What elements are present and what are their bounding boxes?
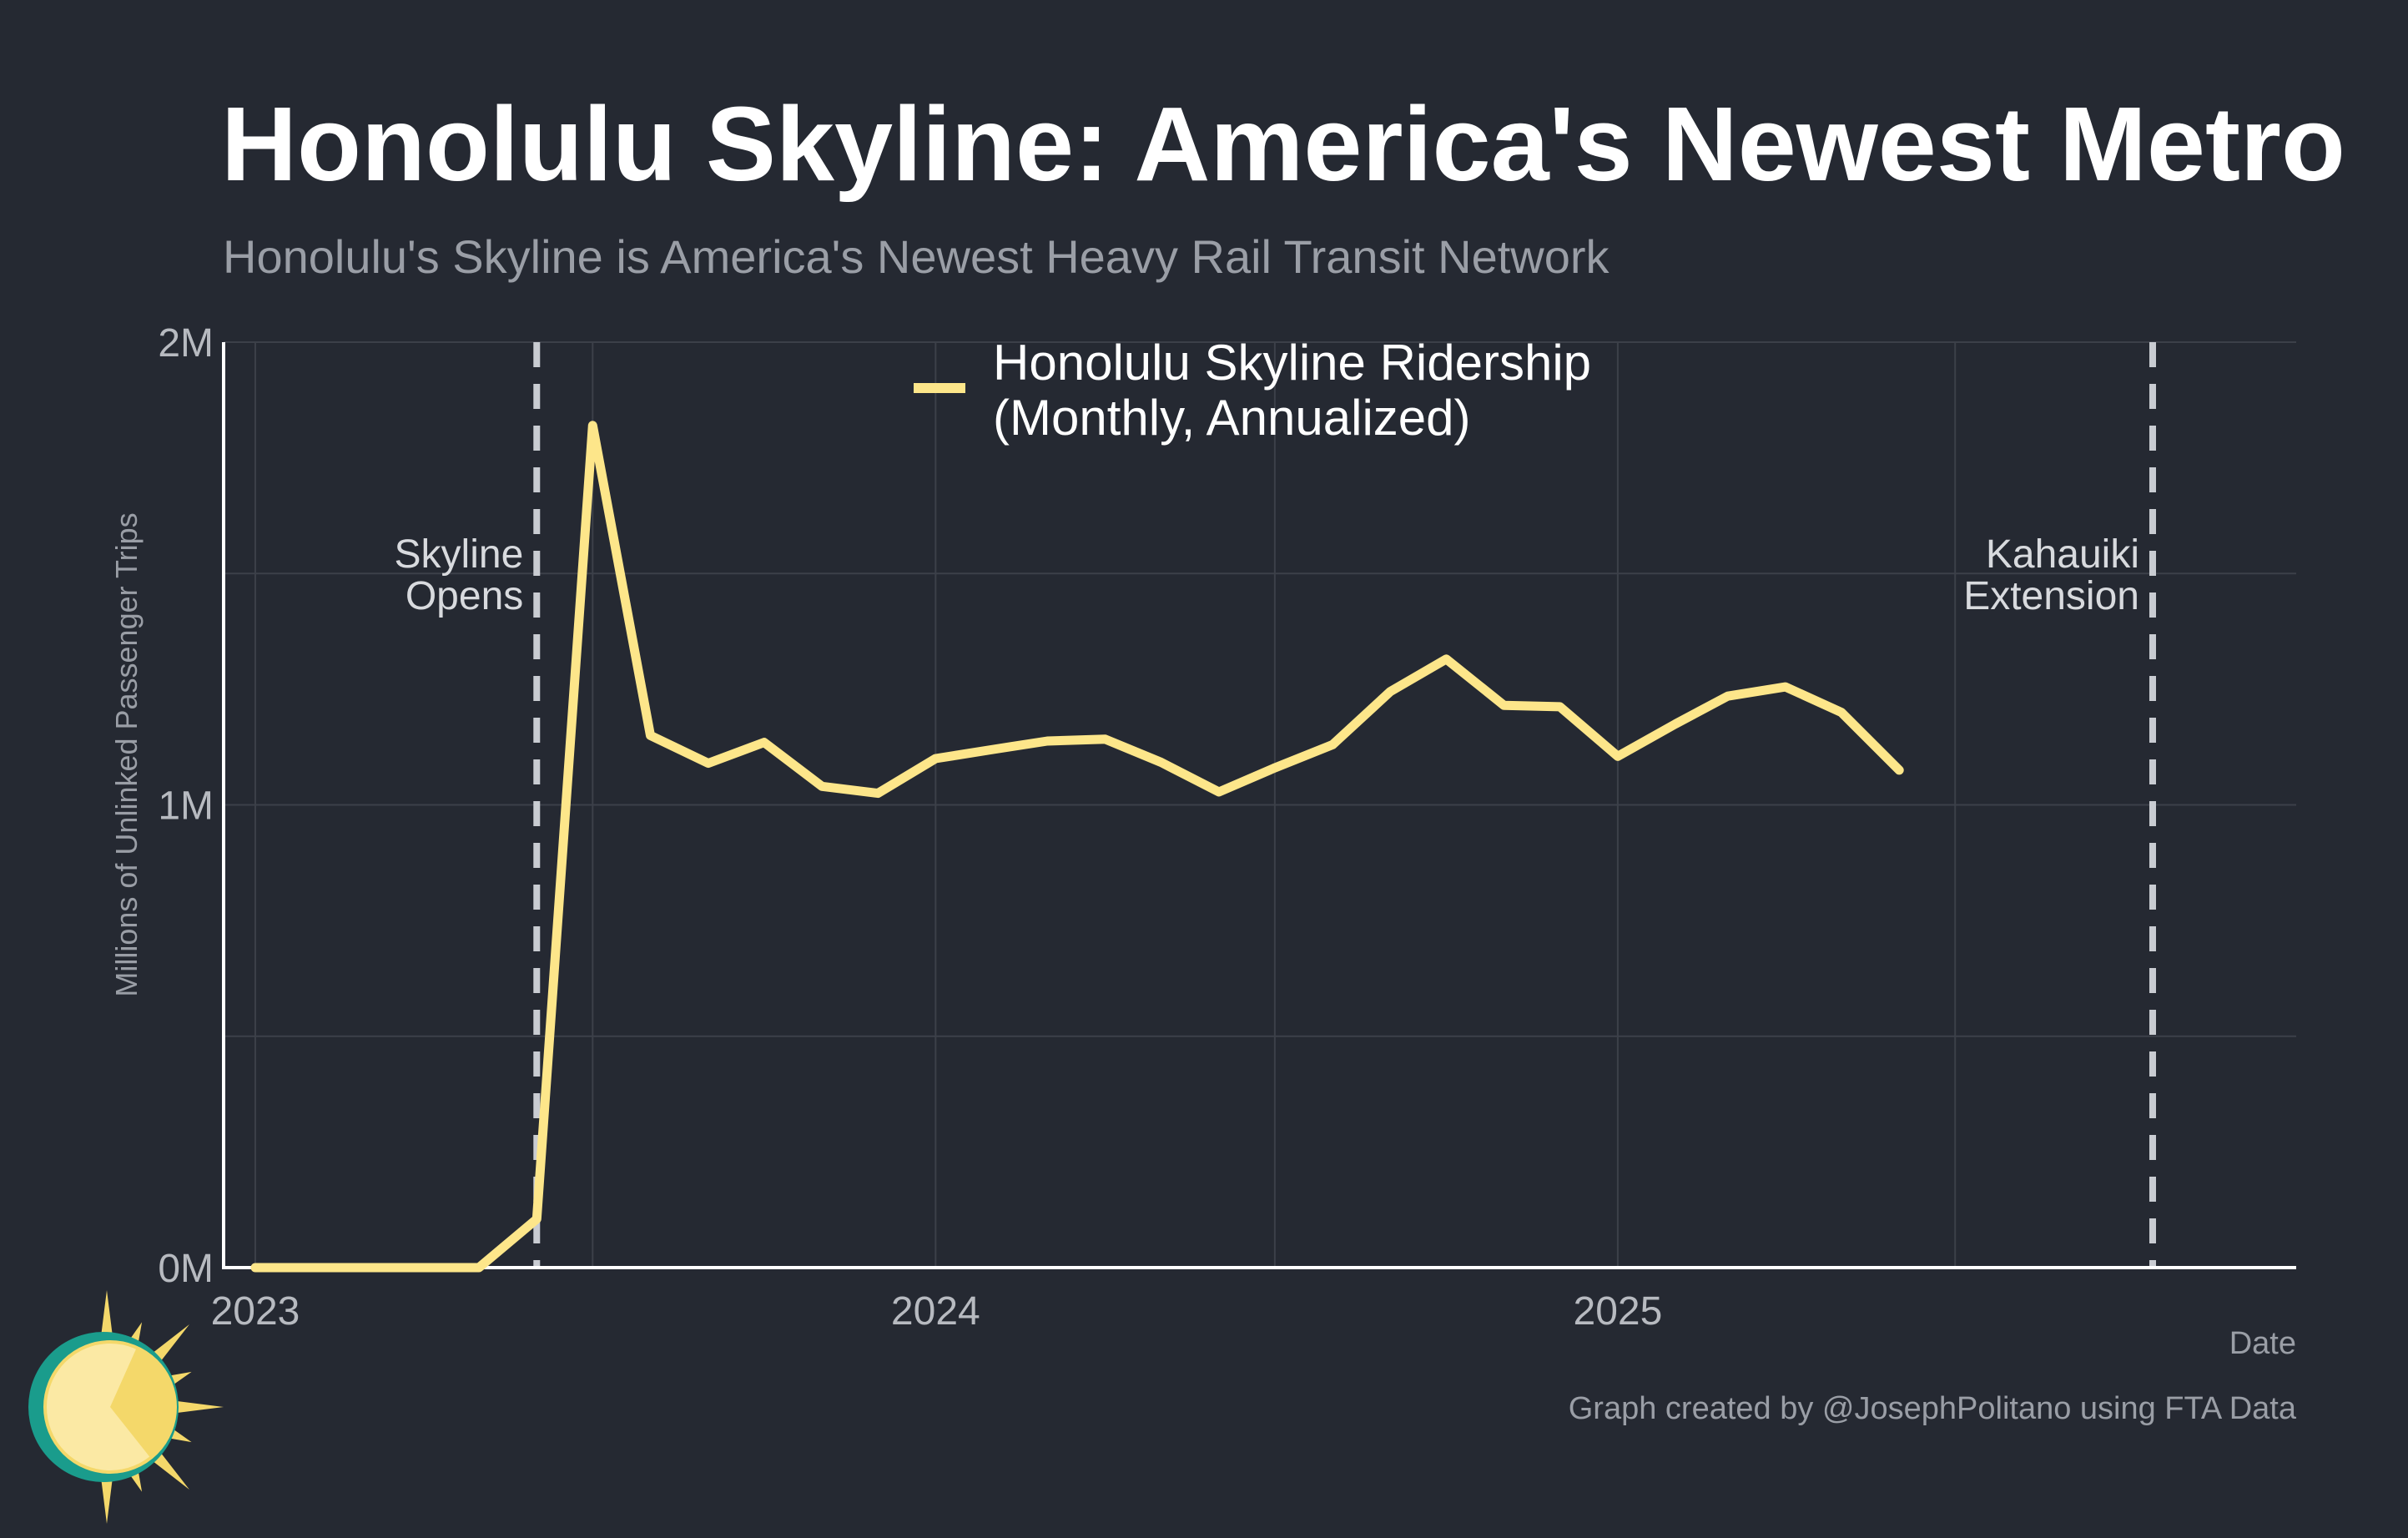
axes xyxy=(222,342,2296,1269)
chart-title: Honolulu Skyline: America's Newest Metro xyxy=(221,85,2345,203)
legend: Honolulu Skyline Ridership (Monthly, Annu… xyxy=(914,335,1591,446)
y-axis-title: Millions of Unlinked Passenger Trips xyxy=(109,512,144,996)
event-annotation-label: Kahauiki Extension xyxy=(1963,532,2139,618)
x-axis-title: Date xyxy=(2229,1326,2296,1361)
x-tick-label: 2024 xyxy=(891,1289,980,1334)
sun-shade xyxy=(110,1347,176,1459)
x-tick-label: 2025 xyxy=(1574,1289,1663,1334)
chart-labels: 0M 1M 2M 2023 2024 2025 Millions of Unlinked P… xyxy=(109,321,2297,1426)
y-tick-label: 1M xyxy=(158,784,214,829)
grid-lines xyxy=(224,341,2296,1268)
series-lines xyxy=(250,421,1904,1273)
event-lines xyxy=(533,342,2156,1268)
legend-label: Honolulu Skyline Ridership (Monthly, Annu… xyxy=(993,335,1591,446)
y-tick-label: 2M xyxy=(158,321,214,366)
sun-ray xyxy=(166,1399,224,1414)
credit-text: Graph created by @JosephPolitano using F… xyxy=(1569,1391,2297,1426)
chart-subtitle: Honolulu's Skyline is America's Newest H… xyxy=(223,230,1610,283)
event-annotation-label: Skyline Opens xyxy=(395,532,524,618)
x-tick-label: 2023 xyxy=(211,1289,300,1334)
y-tick-label: 0M xyxy=(158,1247,214,1291)
series-line xyxy=(250,421,1904,1273)
sun-logo-icon xyxy=(28,1290,224,1524)
